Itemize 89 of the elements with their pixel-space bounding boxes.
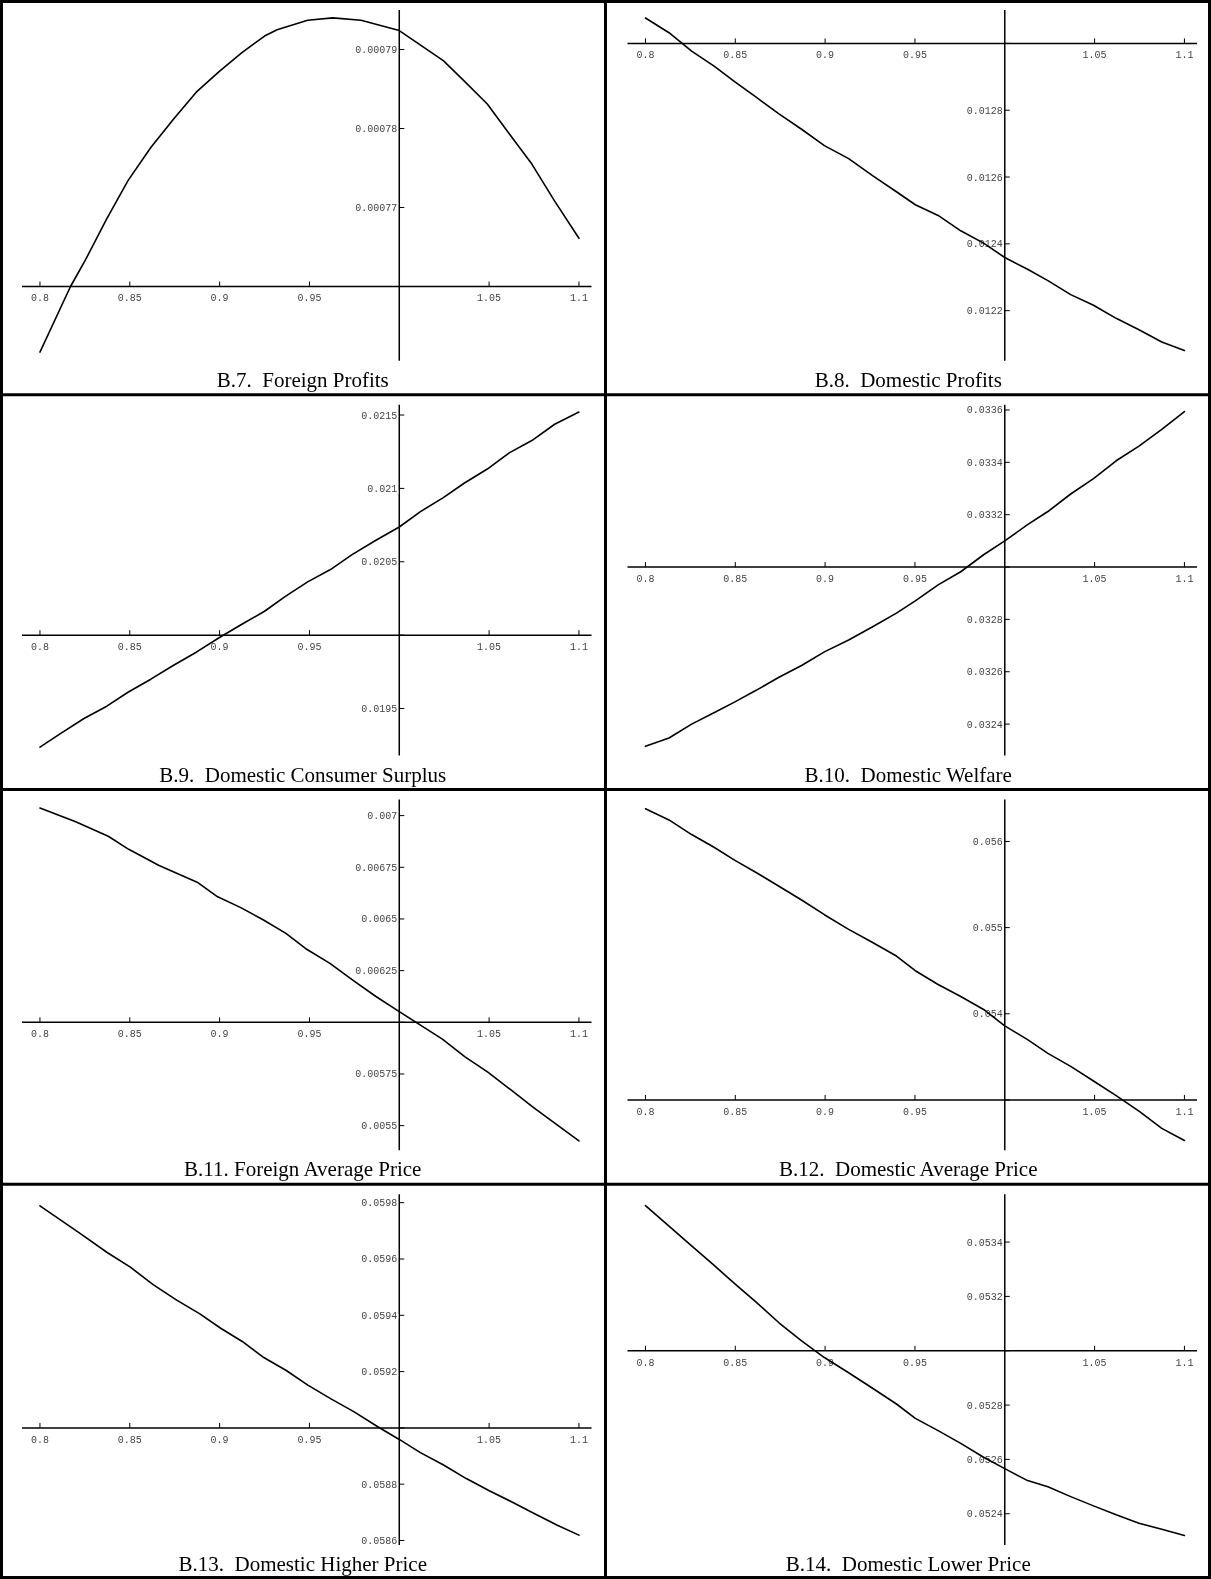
x-tick-label: 0.95: [297, 293, 322, 305]
x-tick-label: 0.8: [30, 293, 49, 305]
x-tick-label: 1.05: [477, 1029, 502, 1041]
y-tick-label: 0.007: [367, 811, 398, 823]
y-tick-label: 0.021: [367, 483, 398, 495]
y-tick-label: 0.0336: [966, 405, 1003, 417]
y-tick-label: 0.0588: [361, 1479, 398, 1491]
text: B.11. Foreign Average Price: [184, 1157, 422, 1182]
x-tick-label: 0.85: [723, 574, 748, 586]
y-tick-label: 0.0528: [966, 1400, 1003, 1412]
y-tick-label: 0.0328: [966, 614, 1003, 626]
x-tick-label: 0.95: [902, 50, 927, 62]
y-tick-label: 0.0215: [361, 410, 398, 422]
x-tick-label: 0.9: [816, 1106, 835, 1118]
x-tick-label: 0.85: [117, 1029, 142, 1041]
text: B.13. Domestic Higher Price: [178, 1552, 427, 1576]
x-tick-label: 0.85: [723, 1106, 748, 1118]
x-tick-label: 1.1: [1175, 50, 1194, 62]
x-tick-label: 0.95: [902, 574, 927, 586]
x-tick-label: 1.1: [1175, 574, 1194, 586]
x-tick-label: 0.9: [210, 642, 229, 654]
x-tick-label: 0.8: [636, 50, 655, 62]
x-tick-label: 0.95: [297, 642, 322, 654]
y-tick-label: 0.0324: [966, 719, 1003, 731]
text: B.8. Domestic Profits: [814, 367, 1002, 392]
x-tick-label: 0.95: [902, 1106, 927, 1118]
x-tick-label: 1.05: [477, 293, 502, 305]
y-tick-label: 0.00625: [355, 966, 398, 978]
x-tick-label: 0.9: [210, 1434, 229, 1446]
y-tick-label: 0.056: [972, 836, 1003, 848]
text: B.14. Domestic Lower Price: [785, 1552, 1031, 1576]
x-tick-label: 1.05: [1082, 1106, 1107, 1118]
y-tick-label: 0.0126: [966, 172, 1003, 184]
text: B.10. Domestic Welfare: [804, 762, 1012, 787]
y-tick-label: 0.0598: [361, 1198, 398, 1210]
y-tick-label: 0.0128: [966, 105, 1003, 117]
x-tick-label: 0.8: [636, 1357, 655, 1369]
x-tick-label: 1.05: [1082, 50, 1107, 62]
x-tick-label: 0.8: [636, 574, 655, 586]
x-tick-label: 1.1: [569, 293, 588, 305]
x-tick-label: 1.05: [1082, 574, 1107, 586]
y-tick-label: 0.0586: [361, 1536, 398, 1547]
y-tick-label: 0.0534: [966, 1237, 1003, 1249]
y-tick-label: 0.055: [972, 923, 1003, 935]
x-tick-label: 0.8: [30, 1029, 49, 1041]
x-tick-label: 0.95: [297, 1029, 322, 1041]
y-tick-label: 0.0205: [361, 557, 398, 569]
text: B.9. Domestic Consumer Surplus: [159, 762, 447, 787]
text: B.7. Foreign Profits: [216, 367, 389, 392]
y-tick-label: 0.00675: [355, 862, 398, 874]
y-tick-label: 0.0334: [966, 457, 1003, 469]
x-tick-label: 1.05: [477, 1434, 502, 1446]
y-tick-label: 0.0524: [966, 1509, 1003, 1521]
x-tick-label: 0.8: [30, 642, 49, 654]
y-tick-label: 0.0592: [361, 1367, 398, 1379]
y-tick-label: 0.0596: [361, 1254, 398, 1266]
x-tick-label: 1.1: [569, 1434, 588, 1446]
y-tick-label: 0.0326: [966, 667, 1003, 679]
x-tick-label: 0.9: [210, 1029, 229, 1041]
x-tick-label: 1.1: [1175, 1106, 1194, 1118]
x-tick-label: 0.8: [30, 1434, 49, 1446]
x-tick-label: 0.9: [816, 50, 835, 62]
x-tick-label: 0.9: [210, 293, 229, 305]
y-tick-label: 0.00077: [355, 202, 398, 214]
x-tick-label: 0.85: [723, 1357, 748, 1369]
y-tick-label: 0.0055: [361, 1121, 398, 1133]
x-tick-label: 1.1: [1175, 1357, 1194, 1369]
x-tick-label: 0.85: [117, 1434, 142, 1446]
y-tick-label: 0.0065: [361, 914, 398, 926]
x-tick-label: 0.9: [816, 574, 835, 586]
y-tick-label: 0.0195: [361, 704, 398, 716]
x-tick-label: 0.95: [902, 1357, 927, 1369]
x-tick-label: 1.05: [1082, 1357, 1107, 1369]
x-tick-label: 0.85: [117, 293, 142, 305]
x-tick-label: 0.95: [297, 1434, 322, 1446]
text: B.12. Domestic Average Price: [778, 1157, 1038, 1182]
y-tick-label: 0.00078: [355, 124, 398, 135]
y-tick-label: 0.0532: [966, 1291, 1003, 1303]
x-tick-label: 1.05: [477, 642, 502, 654]
y-tick-label: 0.00079: [355, 45, 398, 56]
x-tick-label: 1.1: [569, 642, 588, 654]
y-tick-label: 0.0594: [361, 1310, 398, 1322]
y-tick-label: 0.0332: [966, 510, 1003, 522]
x-tick-label: 1.1: [569, 1029, 588, 1041]
x-tick-label: 0.8: [636, 1106, 655, 1118]
x-tick-label: 0.85: [117, 642, 142, 654]
x-tick-label: 0.85: [723, 50, 748, 62]
y-tick-label: 0.00575: [355, 1069, 398, 1081]
y-tick-label: 0.0122: [966, 306, 1003, 318]
